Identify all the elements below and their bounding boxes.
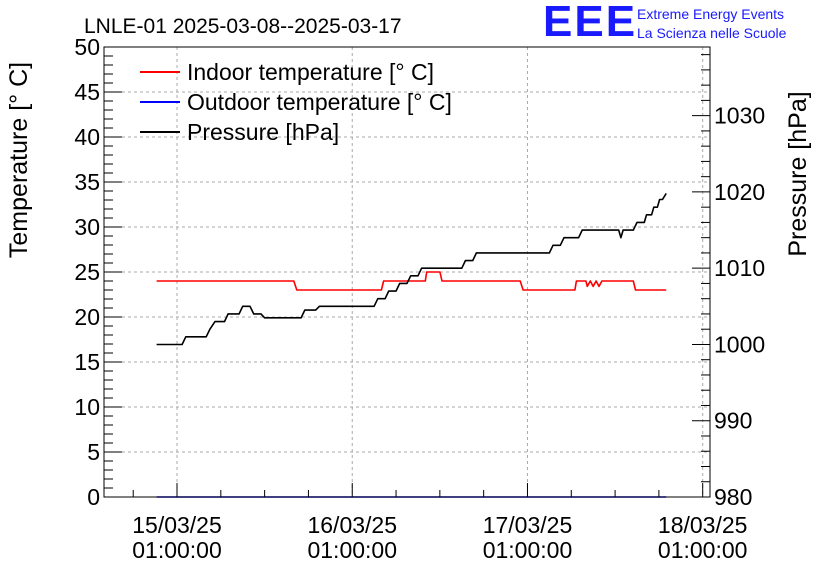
- x-tick-label-date: 15/03/25: [132, 512, 222, 538]
- y-left-tick-label: 30: [74, 214, 100, 240]
- y-left-tick-label: 50: [74, 34, 100, 60]
- y-axis-label-left: Temperature [° C]: [5, 62, 33, 258]
- y-left-tick-label: 25: [74, 259, 100, 285]
- logo-text-line2: La Scienza nelle Scuole: [637, 25, 787, 41]
- series-layer: [156, 192, 667, 498]
- y-left-tick-label: 45: [74, 79, 100, 105]
- y-left-tick-label: 20: [74, 304, 100, 330]
- legend: Indoor temperature [° C] Outdoor temperat…: [140, 59, 452, 145]
- legend-label: Pressure [hPa]: [187, 119, 339, 145]
- y-left-tick-label: 10: [74, 394, 100, 420]
- logo-text-line1: Extreme Energy Events: [637, 6, 785, 22]
- y-right-tick-label: 1010: [714, 255, 765, 281]
- series-line-0: [156, 271, 667, 291]
- eee-logo: EEE: [543, 0, 638, 46]
- series-line-2: [156, 192, 667, 346]
- y-right-tick-label: 1030: [714, 103, 765, 129]
- y-left-tick-label: 0: [87, 484, 100, 510]
- y-right-tick-label: 1000: [714, 331, 765, 357]
- ticks-layer: [104, 46, 710, 498]
- grid-layer: [104, 47, 710, 497]
- legend-label: Outdoor temperature [° C]: [187, 89, 452, 115]
- y-left-tick-label: 35: [74, 169, 100, 195]
- legend-label: Indoor temperature [° C]: [187, 59, 434, 85]
- y-right-tick-label: 980: [714, 484, 752, 510]
- y-right-tick-label: 1020: [714, 179, 765, 205]
- x-tick-label-date: 18/03/25: [658, 512, 748, 538]
- labels-layer: 0 5 10 15 20 25 30 35 40 45 50 980 990 1000 1010 1020 10…: [74, 34, 765, 563]
- y-left-tick-label: 15: [74, 349, 100, 375]
- y-right-tick-label: 990: [714, 408, 752, 434]
- x-tick-label-date: 16/03/25: [307, 512, 397, 538]
- y-left-tick-label: 40: [74, 124, 100, 150]
- x-tick-label-time: 01:00:00: [132, 537, 222, 563]
- x-tick-label-time: 01:00:00: [658, 537, 748, 563]
- x-tick-label-time: 01:00:00: [307, 537, 397, 563]
- chart-title: LNLE-01 2025-03-08--2025-03-17: [84, 15, 402, 38]
- x-tick-label-time: 01:00:00: [483, 537, 573, 563]
- y-axis-label-right: Pressure [hPa]: [784, 91, 812, 256]
- x-tick-label-date: 17/03/25: [483, 512, 573, 538]
- y-left-tick-label: 5: [87, 439, 100, 465]
